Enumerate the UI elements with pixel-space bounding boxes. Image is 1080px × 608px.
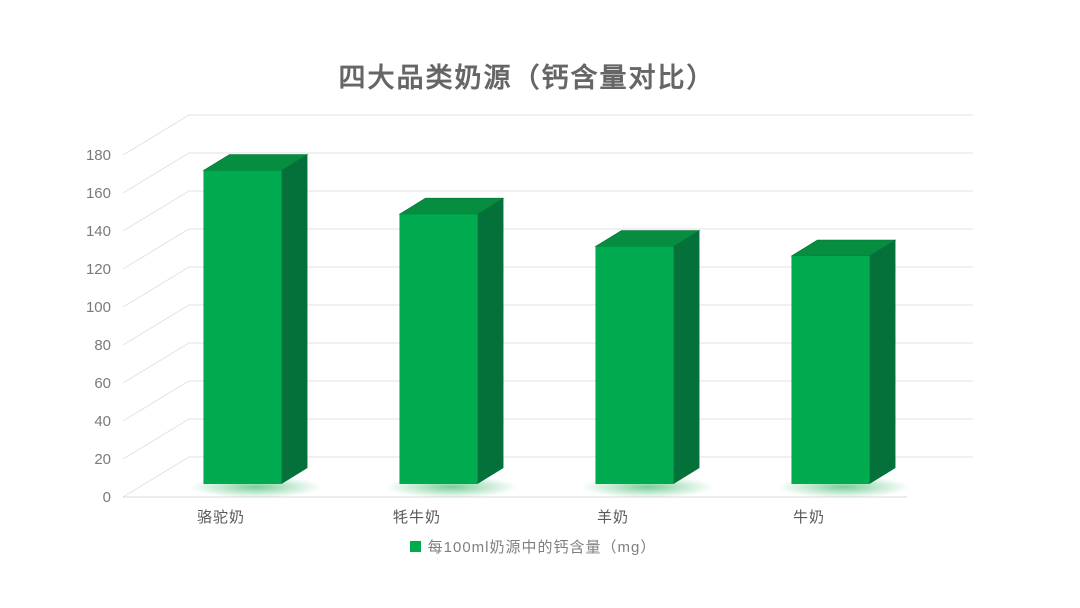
- bar-side-face: [281, 154, 308, 484]
- bar-front-face: [791, 256, 870, 484]
- bar-group: [777, 239, 910, 498]
- gridline: [122, 342, 973, 384]
- y-axis-tick-label: 60: [94, 375, 111, 392]
- bar-side-face: [673, 230, 700, 484]
- legend-marker-icon: [409, 541, 421, 552]
- gridlines: [122, 114, 973, 498]
- gridline: [122, 190, 973, 232]
- gridline: [122, 266, 973, 308]
- y-axis-tick-label: 0: [103, 489, 111, 506]
- y-axis-tick-label: 120: [86, 261, 111, 278]
- gridline: [122, 456, 973, 498]
- gridline: [122, 380, 973, 422]
- bar-front-face: [399, 214, 478, 484]
- gridline: [122, 152, 973, 194]
- gridline: [122, 228, 973, 270]
- bar-group: [189, 154, 322, 498]
- y-axis-tick-label: 20: [94, 451, 111, 468]
- bar-front-face: [203, 170, 282, 484]
- y-axis-tick-label: 40: [94, 413, 111, 430]
- x-axis-category-label: 羊奶: [597, 509, 629, 526]
- y-axis-tick-label: 80: [94, 337, 111, 354]
- bar-group: [581, 230, 714, 498]
- y-axis-tick-label: 140: [86, 223, 111, 240]
- chart-title: 四大品类奶源（钙含量对比）: [338, 63, 716, 93]
- x-axis-category-label: 骆驼奶: [197, 509, 245, 526]
- chart-legend: 每100ml奶源中的钙含量（mg）: [0, 536, 1066, 557]
- bar-front-face: [595, 246, 674, 484]
- gridline: [122, 114, 973, 156]
- y-axis-tick-label: 160: [86, 185, 111, 202]
- gridline: [122, 304, 973, 346]
- x-axis-labels: 骆驼奶 牦牛奶 羊奶 牛奶: [197, 509, 825, 526]
- bar-side-face: [477, 198, 504, 484]
- y-axis-tick-label: 180: [86, 147, 111, 164]
- gridline: [122, 418, 973, 460]
- y-axis: 0 20 40 60 80 100 120 140 160 180: [86, 147, 111, 506]
- x-axis-category-label: 牛奶: [793, 509, 825, 526]
- bar-group: [385, 197, 518, 498]
- legend-label: 每100ml奶源中的钙含量（mg）: [427, 539, 657, 556]
- y-axis-tick-label: 100: [86, 299, 111, 316]
- x-axis-category-label: 牦牛奶: [393, 509, 441, 526]
- bar-side-face: [869, 240, 896, 484]
- bars: [189, 154, 910, 498]
